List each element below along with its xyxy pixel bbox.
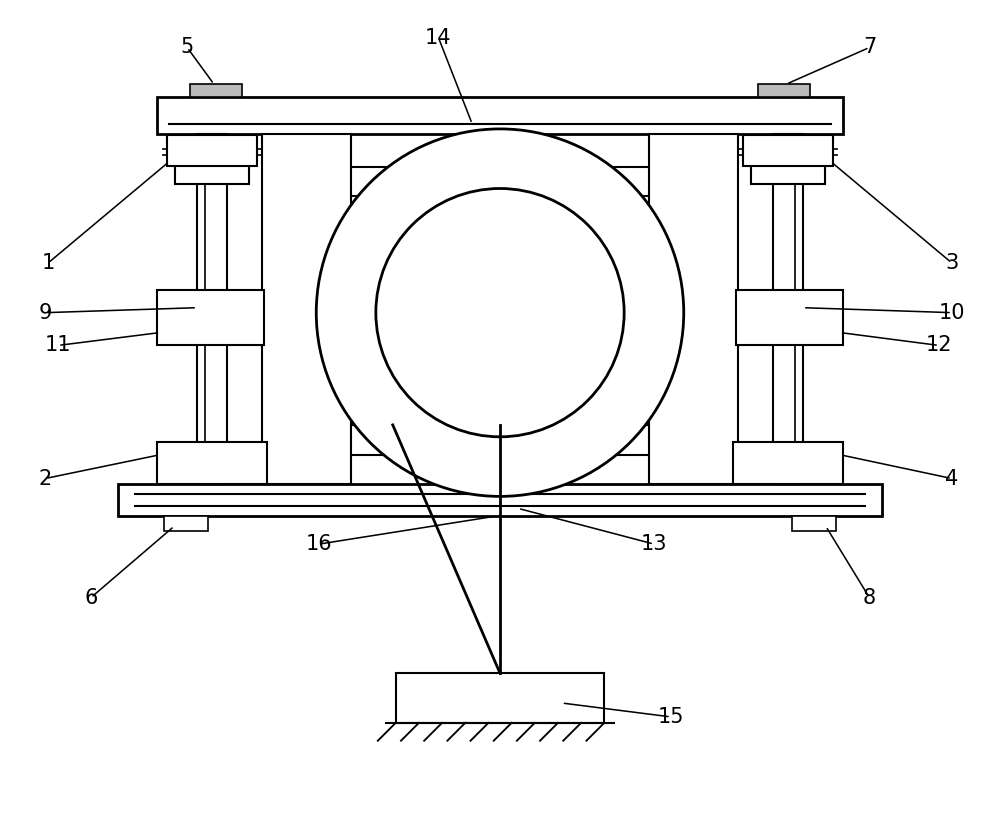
Bar: [743, 135, 833, 166]
Text: 1: 1: [41, 253, 55, 273]
Bar: [167, 135, 257, 166]
Text: 14: 14: [425, 28, 452, 47]
Bar: [157, 290, 264, 346]
Bar: [118, 484, 882, 516]
Bar: [164, 516, 208, 531]
Bar: [157, 442, 267, 484]
Bar: [649, 134, 738, 484]
Bar: [175, 161, 249, 184]
Bar: [157, 97, 843, 134]
Bar: [736, 290, 843, 346]
Text: 2: 2: [38, 468, 52, 489]
Text: 3: 3: [945, 253, 959, 273]
Text: 15: 15: [658, 707, 684, 727]
Bar: [792, 516, 836, 531]
Text: 12: 12: [926, 336, 952, 355]
Text: 7: 7: [863, 38, 876, 57]
Bar: [190, 84, 242, 97]
Text: 16: 16: [306, 534, 333, 554]
Text: 6: 6: [84, 587, 97, 608]
Bar: [758, 84, 810, 97]
Text: 9: 9: [38, 302, 52, 323]
Text: 5: 5: [181, 38, 194, 57]
Text: 11: 11: [45, 336, 71, 355]
Bar: [733, 442, 843, 484]
Bar: [262, 134, 351, 484]
Text: 10: 10: [939, 302, 965, 323]
Text: 4: 4: [945, 468, 959, 489]
Text: 13: 13: [641, 534, 667, 554]
Circle shape: [376, 189, 624, 437]
Bar: [197, 134, 227, 484]
Bar: [773, 134, 803, 484]
Text: 8: 8: [863, 587, 876, 608]
Bar: [751, 161, 825, 184]
Circle shape: [316, 129, 684, 497]
Bar: [396, 673, 604, 723]
